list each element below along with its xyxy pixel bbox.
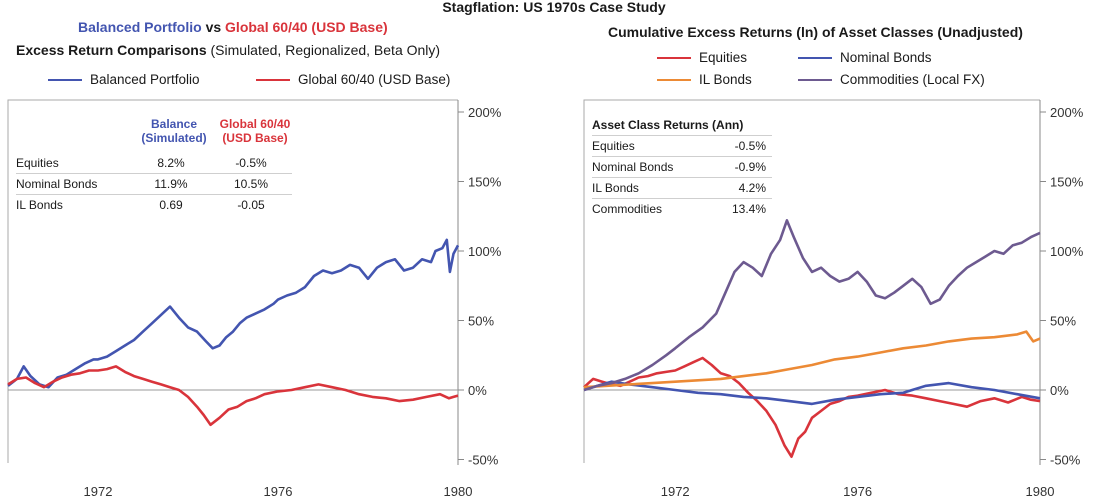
left-x-tick-label: 1972 xyxy=(84,484,113,499)
left-table-col2-header: Global 60/40 (USD Base) xyxy=(210,117,300,145)
left-table-row-v1: 11.9% xyxy=(132,173,210,195)
left-x-tick-label: 1976 xyxy=(264,484,293,499)
left-y-tick-label: 200% xyxy=(468,105,502,120)
table-row: Equities 8.2% -0.5% xyxy=(16,153,292,174)
right-plot-frame xyxy=(583,99,1040,463)
legend-commodities: Commodities (Local FX) xyxy=(798,72,985,87)
right-y-tick-label: 100% xyxy=(1050,244,1084,259)
table-row: IL Bonds 4.2% xyxy=(592,177,772,199)
left-table-row-v1: 8.2% xyxy=(132,153,210,174)
right-table-row-value: 4.2% xyxy=(702,177,772,199)
left-title-global: Global 60/40 (USD Base) xyxy=(225,19,388,35)
left-table-row-label: Equities xyxy=(16,153,132,174)
legend-label-balanced: Balanced Portfolio xyxy=(90,72,200,87)
left-x-tick-label: 1980 xyxy=(444,484,473,499)
left-table-col1-header: Balance (Simulated) xyxy=(134,117,214,145)
legend-swatch-nominal xyxy=(798,56,832,59)
right-y-tick-label: 50% xyxy=(1050,314,1076,329)
right-table-row-label: Nominal Bonds xyxy=(592,156,702,178)
left-table-row-v2: -0.05 xyxy=(237,198,265,212)
legend-label-equities: Equities xyxy=(699,50,748,65)
table-row: Nominal Bonds -0.9% xyxy=(592,156,772,178)
right-y-tick-label: 200% xyxy=(1050,105,1084,120)
table-row: Equities -0.5% xyxy=(592,135,772,157)
right-x-tick-label: 1972 xyxy=(661,484,690,499)
legend-balanced: Balanced Portfolio xyxy=(48,72,200,87)
right-y-tick-label: 0% xyxy=(1050,383,1069,398)
right-series-nominal-bonds xyxy=(583,380,1041,406)
left-y-tick-label: -50% xyxy=(468,453,499,468)
right-chart-title: Cumulative Excess Returns (ln) of Asset … xyxy=(608,24,1023,40)
left-plot-frame xyxy=(7,99,458,463)
left-subtitle-bold: Excess Return Comparisons xyxy=(16,42,207,58)
left-table-row-v2: 10.5% xyxy=(210,173,292,195)
table-row: Nominal Bonds 11.9% 10.5% xyxy=(16,173,292,195)
left-table-row-v1: 0.69 xyxy=(159,198,183,212)
legend-swatch-equities xyxy=(657,56,691,59)
right-table-row-value: -0.9% xyxy=(702,156,772,178)
legend-label-global: Global 60/40 (USD Base) xyxy=(298,72,451,87)
table-row: Commodities 13.4% xyxy=(592,199,772,220)
right-x-tick-label: 1976 xyxy=(843,484,872,499)
right-table-row-label: Commodities xyxy=(592,202,663,216)
left-table-row-label: IL Bonds xyxy=(16,198,63,212)
legend-label-commodities: Commodities (Local FX) xyxy=(840,72,985,87)
left-series-balanced-portfolio xyxy=(7,238,460,389)
right-table-row-label: IL Bonds xyxy=(592,177,702,199)
right-y-tick-label: -50% xyxy=(1050,453,1081,468)
legend-label-nominal: Nominal Bonds xyxy=(840,50,932,65)
figure-title: Stagflation: US 1970s Case Study xyxy=(442,0,666,15)
legend-label-il: IL Bonds xyxy=(699,72,752,87)
right-series-commodities-local-fx xyxy=(583,219,1041,392)
left-y-tick-label: 150% xyxy=(468,175,502,190)
left-series-global-60-40-usd-base xyxy=(7,365,459,427)
legend-swatch-il xyxy=(657,78,691,81)
left-table-col1-line1: Balance xyxy=(150,117,198,131)
legend-equities: Equities xyxy=(657,50,747,65)
left-chart-title: Balanced Portfolio vs Global 60/40 (USD … xyxy=(78,19,388,35)
left-table-row-v2: -0.5% xyxy=(210,153,292,174)
left-subtitle-rest: (Simulated, Regionalized, Beta Only) xyxy=(206,42,441,58)
right-stats-table: Asset Class Returns (Ann) Equities -0.5%… xyxy=(592,118,772,219)
right-series-equities xyxy=(583,356,1041,459)
left-title-balanced: Balanced Portfolio xyxy=(78,19,202,35)
right-table-row-value: -0.5% xyxy=(702,135,772,157)
legend-swatch-balanced xyxy=(48,78,82,81)
left-table-col2-line1: Global 60/40 xyxy=(219,117,291,131)
left-stats-table: Balance (Simulated) Global 60/40 (USD Ba… xyxy=(16,117,296,215)
left-table-col1-line2: (Simulated) xyxy=(141,131,207,145)
right-y-tick-label: 150% xyxy=(1050,175,1084,190)
right-table-row-value: 13.4% xyxy=(731,202,766,216)
right-x-tick-label: 1980 xyxy=(1026,484,1055,499)
left-title-vs: vs xyxy=(201,19,226,35)
legend-swatch-global xyxy=(256,78,290,81)
right-table-header: Asset Class Returns (Ann) xyxy=(592,118,744,132)
legend-nominal: Nominal Bonds xyxy=(798,50,932,65)
left-table-col2-line2: (USD Base) xyxy=(222,131,288,145)
right-series-il-bonds xyxy=(583,330,1041,389)
left-y-tick-label: 0% xyxy=(468,383,487,398)
legend-il: IL Bonds xyxy=(657,72,752,87)
legend-swatch-commodities xyxy=(798,78,832,81)
left-table-row-label: Nominal Bonds xyxy=(16,173,132,195)
left-y-tick-label: 100% xyxy=(468,244,502,259)
left-chart-subtitle: Excess Return Comparisons (Simulated, Re… xyxy=(16,42,440,58)
left-y-tick-label: 50% xyxy=(468,314,494,329)
legend-global: Global 60/40 (USD Base) xyxy=(256,72,450,87)
right-table-row-label: Equities xyxy=(592,135,702,157)
table-row: IL Bonds 0.69 -0.05 xyxy=(16,195,292,216)
